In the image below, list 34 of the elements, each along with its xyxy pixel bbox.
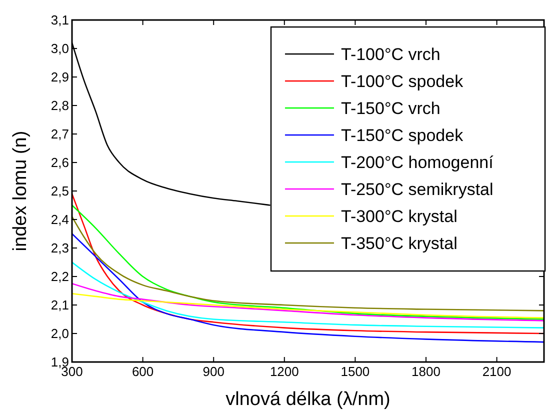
legend-label: T-150°C vrch [341, 98, 440, 118]
y-tick-label: 2,1 [50, 298, 69, 313]
legend-label: T-100°C vrch [341, 44, 440, 64]
legend-label: T-100°C spodek [341, 72, 464, 91]
legend-label: T-200°C homogenní [341, 152, 494, 172]
y-tick-label: 2,7 [50, 126, 69, 142]
line-series [72, 233, 544, 343]
y-tick-label: 2,8 [50, 98, 69, 114]
line-series [72, 204, 544, 320]
legend-label: T-350°C krystal [341, 234, 458, 253]
y-tick-label: 2,9 [50, 70, 69, 85]
y-tick-label: 2,4 [50, 212, 69, 228]
line-series [72, 282, 544, 322]
y-tick-label: 2,2 [50, 269, 69, 284]
y-axis-title: index lomu (n) [10, 130, 31, 252]
y-tick-label: 3,1 [50, 12, 69, 28]
legend-label: T-300°C krystal [341, 206, 458, 226]
y-tick-label: 2,3 [50, 240, 69, 256]
x-tick-label: 2100 [482, 364, 512, 379]
y-tick-label: 3,0 [50, 41, 69, 56]
y-tick-label: 2,6 [50, 155, 69, 170]
y-tick-label: 2,5 [50, 184, 69, 199]
legend-label: T-250°C semikrystal [341, 180, 494, 199]
x-tick-label: 1800 [412, 364, 440, 379]
x-axis-title: vlnová délka (λ/nm) [226, 389, 390, 410]
y-tick-label: 1,9 [50, 354, 69, 370]
x-tick-label: 1500 [340, 364, 370, 379]
line-series [72, 262, 544, 328]
line-series [72, 292, 544, 318]
x-tick-label: 600 [132, 364, 154, 379]
x-tick-label: 1200 [270, 364, 299, 379]
y-tick-label: 2,0 [50, 326, 69, 342]
x-tick-label: 900 [202, 364, 224, 379]
legend-label: T-150°C spodek [341, 126, 464, 145]
